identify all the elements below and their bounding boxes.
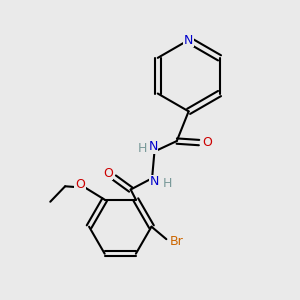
- Text: O: O: [202, 136, 212, 149]
- Text: Br: Br: [169, 235, 183, 248]
- Text: O: O: [75, 178, 85, 191]
- Text: H: H: [163, 177, 172, 190]
- Text: H: H: [138, 142, 147, 155]
- Text: N: N: [184, 34, 193, 46]
- Text: N: N: [150, 175, 159, 188]
- Text: O: O: [103, 167, 113, 180]
- Text: N: N: [148, 140, 158, 153]
